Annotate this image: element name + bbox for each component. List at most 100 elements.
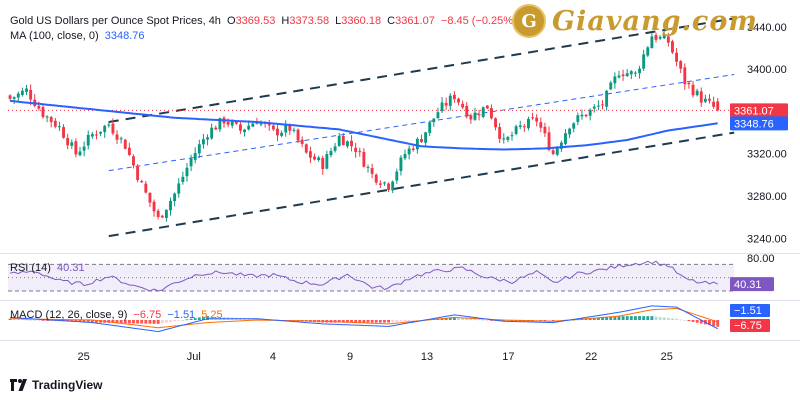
candle-body — [280, 132, 284, 136]
candle-body — [712, 101, 716, 107]
candles-group — [8, 30, 720, 222]
macd-signal-line — [10, 307, 718, 329]
tradingview-brand[interactable]: TradingView — [10, 378, 102, 392]
price-axis-tick-3440: 3440.00 — [747, 22, 787, 34]
candle-body — [173, 193, 177, 202]
macd-histogram-bar — [185, 319, 189, 321]
candle-body — [469, 115, 473, 120]
candle-body — [189, 158, 193, 167]
candle-body — [82, 146, 86, 151]
candle-body — [95, 134, 98, 136]
ma-value-tag: 3348.76 — [734, 118, 774, 130]
macd-legend-v3: 5.25 — [201, 309, 223, 321]
macd-histogram-bar — [144, 320, 148, 324]
giavang-watermark: G Giavang.com — [512, 4, 758, 38]
macd-histogram-bar — [140, 320, 144, 324]
low-value: 3360.18 — [341, 15, 382, 27]
candle-body — [99, 131, 103, 134]
change-value: −8.45 (−0.25%) — [440, 15, 517, 27]
macd-legend-label: MACD (12, 26, close, 9) — [10, 309, 128, 321]
ma-legend-label: MA (100, close, 0) — [10, 30, 99, 42]
candle-body — [489, 108, 493, 119]
macd-histogram-bar — [687, 320, 691, 322]
close-label: C — [387, 15, 396, 27]
candle-body — [605, 90, 609, 107]
channel-upper-line — [108, 17, 735, 124]
ma-legend: MA (100, close, 0) 3348.76 — [10, 30, 147, 43]
candle-body — [78, 151, 82, 156]
macd-histogram-bar — [193, 318, 197, 320]
candle-body — [695, 90, 699, 96]
candle-body — [300, 139, 304, 144]
macd-histogram-bar — [712, 320, 716, 326]
symbol-legend: Gold US Dollars per Ounce Spot Prices, 4… — [10, 15, 520, 28]
macd-legend-v2: −1.51 — [167, 309, 196, 321]
candle-body — [596, 105, 600, 107]
macd-histogram-bar — [465, 318, 469, 320]
candle-body — [683, 67, 687, 85]
channel-mid-line — [108, 73, 735, 172]
macd-histogram-bar — [473, 319, 477, 320]
macd-histogram-bar — [345, 320, 349, 323]
candle-body — [609, 82, 613, 90]
candle-body — [522, 126, 526, 128]
candle-body — [214, 127, 218, 130]
macd-histogram-bar — [683, 320, 687, 321]
macd-histogram-bar — [506, 320, 510, 322]
candle-body — [638, 68, 641, 74]
macd-histogram-bar — [201, 316, 205, 320]
macd-histogram-bar — [181, 320, 185, 321]
candle-body — [481, 107, 485, 117]
candle-body — [666, 36, 670, 43]
close-value: 3361.07 — [395, 15, 435, 27]
candle-body — [25, 88, 28, 92]
candle-body — [337, 135, 341, 146]
macd-histogram-bar — [633, 316, 637, 320]
candle-body — [564, 133, 567, 144]
macd-histogram-bar — [621, 316, 625, 320]
macd-histogram-bar — [115, 320, 119, 324]
candle-body — [424, 132, 428, 143]
macd-histogram-bar — [584, 318, 588, 320]
macd-histogram-bar — [387, 320, 391, 323]
candle-body — [485, 105, 489, 109]
candle-body — [646, 47, 650, 56]
candle-body — [53, 120, 57, 127]
macd-histogram-bar — [189, 318, 193, 320]
macd-histogram-bar — [699, 320, 703, 324]
macd-histogram-bar — [469, 318, 473, 320]
candle-body — [107, 124, 111, 126]
macd-histogram-bar — [629, 316, 633, 320]
macd-histogram-bar — [662, 317, 666, 320]
macd-histogram-bar — [16, 319, 20, 320]
candle-body — [452, 94, 456, 100]
time-axis-tick-25: 25 — [661, 351, 673, 363]
candle-body — [613, 76, 617, 84]
candle-body — [662, 35, 666, 39]
macd-histogram-bar — [173, 320, 177, 322]
candle-body — [74, 141, 78, 155]
candle-body — [136, 165, 140, 180]
candle-body — [226, 121, 230, 125]
candle-body — [16, 93, 20, 98]
macd-histogram-bar — [341, 320, 345, 323]
candle-body — [374, 174, 378, 183]
candle-body — [127, 147, 131, 155]
candle-body — [152, 201, 156, 212]
time-axis-tick-22: 22 — [585, 351, 597, 363]
tradingview-logo-icon — [10, 379, 27, 391]
macd-histogram-bar — [485, 320, 489, 321]
macd-histogram-bar — [251, 318, 255, 320]
ma-legend-value: 3348.76 — [104, 30, 145, 42]
candle-body — [543, 126, 547, 134]
candle-body — [206, 137, 209, 140]
candle-body — [691, 84, 695, 96]
macd-histogram-bar — [95, 320, 98, 323]
candle-body — [62, 127, 65, 138]
candle-body — [555, 147, 559, 155]
macd-histogram-bar — [399, 320, 403, 322]
candle-body — [177, 183, 181, 194]
macd-histogram-bar — [119, 320, 123, 324]
candle-body — [193, 153, 197, 160]
